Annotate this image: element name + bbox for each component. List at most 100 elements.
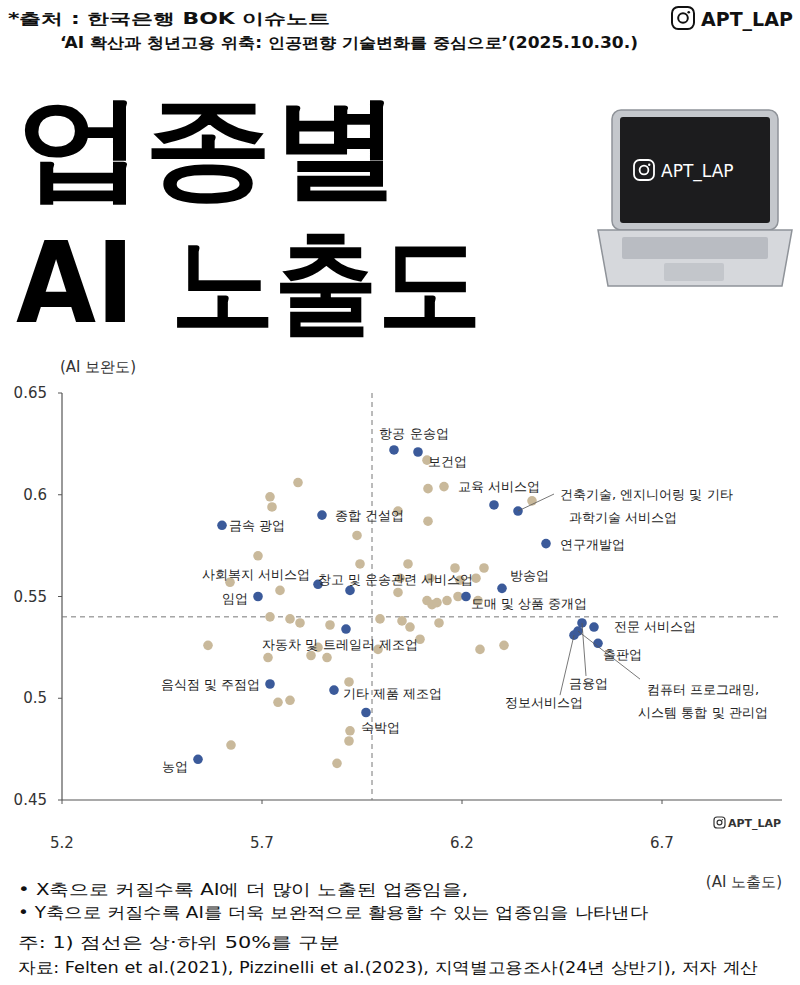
point <box>355 559 365 569</box>
x-tick <box>662 800 663 804</box>
page: *출처 : 한국은행 BOK 이슈노트 ‘AI 확산과 청년고용 위축: 인공편향… <box>0 0 800 985</box>
point <box>423 516 433 526</box>
point <box>434 618 444 628</box>
x-tick <box>462 800 463 804</box>
point <box>317 510 327 520</box>
point-label: 건축기술, 엔지니어링 및 기타과학기술 서비스업 <box>560 487 733 525</box>
icon-lens <box>678 13 688 23</box>
brand: APT_LAP <box>701 8 793 31</box>
title: 업종별 <box>16 82 401 212</box>
bullet: • Y축으로 커질수록 AI를 더욱 보완적으로 활용할 수 있는 업종임을 나… <box>18 903 648 922</box>
icon-frame <box>714 817 725 828</box>
y-tick <box>58 494 62 495</box>
point <box>403 559 413 569</box>
background <box>0 0 800 985</box>
label-line: 금속 광업 <box>229 518 285 533</box>
y-tick-label: 0.45 <box>14 791 47 809</box>
label-line: 시스템 통합 및 관리업 <box>638 705 767 720</box>
point-label: 숙박업 <box>361 720 400 735</box>
point <box>273 698 283 708</box>
point <box>439 482 449 492</box>
watermark: APT_LAP <box>728 817 781 830</box>
x-reference-line <box>372 393 373 800</box>
point <box>325 620 335 630</box>
label-line: 금융업 <box>569 676 608 691</box>
icon-frame <box>672 7 694 29</box>
point-label: 보건업 <box>428 454 467 469</box>
instagram-icon <box>634 160 654 180</box>
label-line: 종합 건설업 <box>335 508 404 523</box>
leader-line <box>560 635 574 695</box>
point <box>361 708 371 718</box>
series-0 <box>193 445 603 764</box>
point <box>461 592 471 602</box>
point-labels: 항공 운송업보건업교육 서비스업건축기술, 엔지니어링 및 기타과학기술 서비스… <box>161 426 768 774</box>
point <box>375 614 385 624</box>
point-label: 농업 <box>162 759 188 774</box>
point <box>226 740 236 750</box>
label-line: 창고 및 운송관련 서비스업 <box>318 572 473 587</box>
point-label: 교육 서비스업 <box>458 479 540 494</box>
point <box>275 586 285 596</box>
x-axis-line <box>62 799 782 800</box>
point <box>341 624 351 634</box>
point <box>475 645 485 655</box>
label-line: 보건업 <box>428 454 467 469</box>
icon-frame <box>634 160 654 180</box>
point <box>203 641 213 651</box>
point-label: 금속 광업 <box>229 518 285 533</box>
point-label: 도매 및 상품 중개업 <box>471 596 587 611</box>
x-tick-label: 6.7 <box>650 834 674 852</box>
point-label: 항공 운송업 <box>379 426 448 441</box>
instagram-icon <box>714 817 725 828</box>
y-reference-line <box>62 616 782 617</box>
point-label: 음식점 및 주점업 <box>161 677 260 692</box>
point-label: 방송업 <box>510 568 549 583</box>
point <box>285 614 295 624</box>
point <box>253 592 263 602</box>
y-axis-label: (AI 보완도) <box>60 358 136 376</box>
point <box>263 653 273 663</box>
point-label: 기타 제품 제조업 <box>343 686 442 701</box>
point <box>345 726 355 736</box>
point <box>432 598 442 608</box>
point-label: 자동차 및 트레일러 제조업 <box>262 637 417 652</box>
y-tick <box>58 596 62 597</box>
source-line: ‘AI 확산과 청년고용 위축: 인공편향 기술변화를 중심으로’(2025.1… <box>60 34 638 52</box>
point <box>322 653 332 663</box>
x-tick-label: 5.2 <box>50 834 74 852</box>
label-line: 건축기술, 엔지니어링 및 기타 <box>560 487 733 502</box>
point <box>332 759 342 769</box>
point <box>497 584 507 594</box>
label-line: 전문 서비스업 <box>614 619 696 634</box>
plot-area <box>62 393 782 800</box>
point-label: 창고 및 운송관련 서비스업 <box>318 572 473 587</box>
y-tick <box>58 393 62 394</box>
y-tick-label: 0.55 <box>14 588 47 606</box>
x-tick-label: 5.7 <box>250 834 274 852</box>
point <box>423 484 433 494</box>
x-axis-label: (AI 노출도) <box>706 873 782 891</box>
point-label: 임업 <box>222 591 248 606</box>
point <box>344 736 354 746</box>
label-line: 숙박업 <box>361 720 400 735</box>
label-line: 도매 및 상품 중개업 <box>471 596 587 611</box>
point-label: 연구개발업 <box>560 537 625 552</box>
point <box>217 520 227 530</box>
point <box>397 616 407 626</box>
point-label: 종합 건설업 <box>335 508 404 523</box>
source-line: *출처 : 한국은행 BOK 이슈노트 <box>8 10 330 28</box>
laptop-trackpad <box>664 263 724 281</box>
point <box>450 563 460 573</box>
point <box>499 641 509 651</box>
y-tick <box>58 800 62 801</box>
point <box>389 445 399 455</box>
label-line: 사회복지 서비스업 <box>202 567 310 582</box>
laptop-keyboard <box>622 237 768 259</box>
leader-line <box>518 494 554 511</box>
point <box>541 539 551 549</box>
point <box>442 596 452 606</box>
label-line: 연구개발업 <box>560 537 625 552</box>
point <box>253 551 263 561</box>
icon-lens <box>640 166 649 175</box>
